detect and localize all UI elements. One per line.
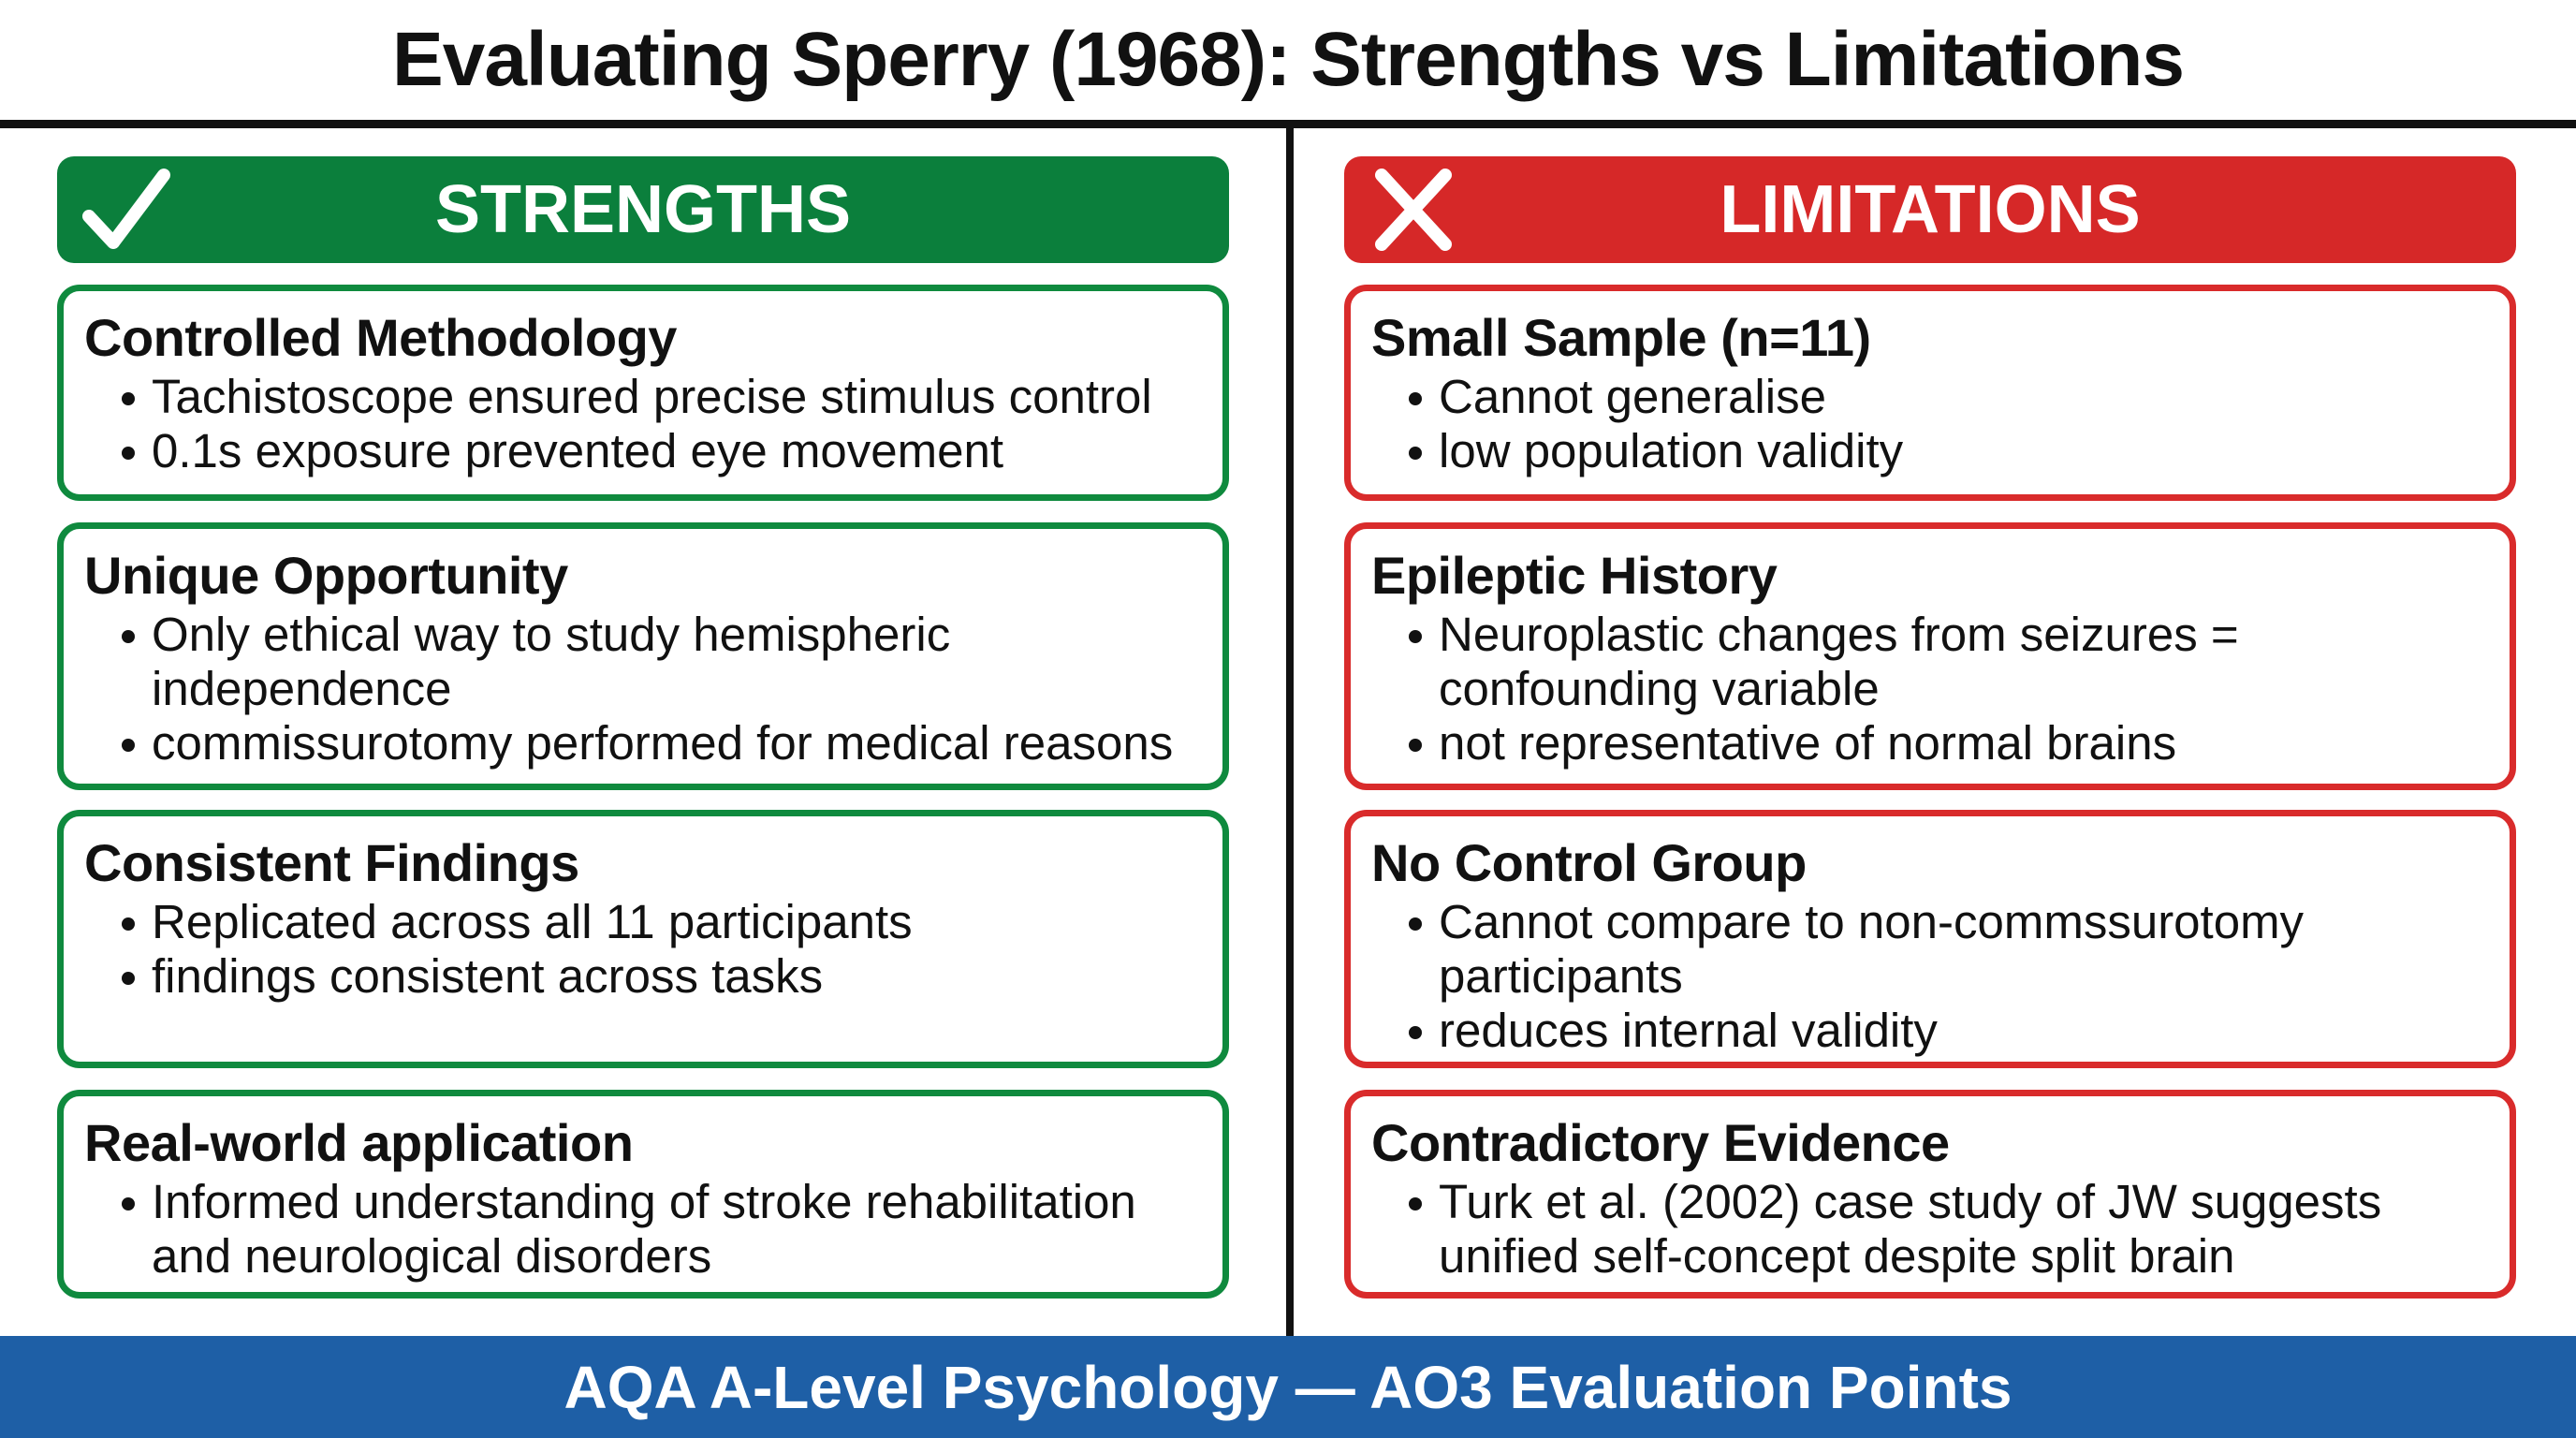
strengths-label: STRENGTHS — [434, 172, 852, 247]
limitations-column: LIMITATIONS Small Sample (n=11) Cannot ge… — [1344, 156, 2516, 1299]
checkmark-icon — [82, 169, 170, 249]
bullet-list: Cannot generalise low population validity — [1371, 370, 2489, 478]
limitations-card: No Control Group Cannot compare to non-co… — [1344, 810, 2516, 1068]
card-heading: Unique Opportunity — [84, 546, 568, 605]
bullet-list: Only ethical way to study hemispheric in… — [84, 608, 1202, 770]
card-heading: Small Sample (n=11) — [1371, 308, 1871, 367]
bullet-item: Cannot compare to non-commssurotomy part… — [1371, 895, 2489, 1004]
card-heading: Consistent Findings — [84, 833, 579, 892]
bullet-item: not representative of normal brains — [1371, 716, 2489, 770]
bullet-item: 0.1s exposure prevented eye movement — [84, 424, 1202, 478]
page-title: Evaluating Sperry (1968): Strengths vs L… — [392, 17, 2185, 102]
bullet-list: Informed understanding of stroke rehabil… — [84, 1175, 1202, 1284]
column-divider — [1286, 120, 1294, 1337]
bullet-item: Replicated across all 11 participants — [84, 895, 1202, 949]
bullet-item: Cannot generalise — [1371, 370, 2489, 424]
card-heading: Real-world application — [84, 1113, 634, 1172]
bullet-list: Tachistoscope ensured precise stimulus c… — [84, 370, 1202, 478]
limitations-card: Epileptic History Neuroplastic changes fr… — [1344, 522, 2516, 790]
card-heading: No Control Group — [1371, 833, 1807, 892]
strengths-card: Unique Opportunity Only ethical way to st… — [57, 522, 1229, 790]
card-heading: Controlled Methodology — [84, 308, 677, 367]
strengths-card: Controlled Methodology Tachistoscope ensu… — [57, 285, 1229, 501]
strengths-column: STRENGTHS Controlled Methodology Tachisto… — [57, 156, 1229, 1299]
bullet-item: Informed understanding of stroke rehabil… — [84, 1175, 1202, 1284]
bullet-item: Only ethical way to study hemispheric in… — [84, 608, 1202, 716]
card-heading: Contradictory Evidence — [1371, 1113, 1950, 1172]
limitations-header: LIMITATIONS — [1344, 156, 2516, 263]
strengths-card: Real-world application Informed understan… — [57, 1090, 1229, 1299]
bullet-item: Neuroplastic changes from seizures = con… — [1371, 608, 2489, 716]
x-icon — [1375, 169, 1452, 251]
bullet-list: Neuroplastic changes from seizures = con… — [1371, 608, 2489, 770]
bullet-item: Turk et al. (2002) case study of JW sugg… — [1371, 1175, 2489, 1284]
limitations-label: LIMITATIONS — [1720, 172, 2141, 247]
bullet-item: commissurotomy performed for medical rea… — [84, 716, 1202, 770]
bullet-list: Turk et al. (2002) case study of JW sugg… — [1371, 1175, 2489, 1284]
bullet-item: findings consistent across tasks — [84, 949, 1202, 1004]
bullet-item: reduces internal validity — [1371, 1004, 2489, 1058]
bullet-list: Cannot compare to non-commssurotomy part… — [1371, 895, 2489, 1058]
bullet-item: Tachistoscope ensured precise stimulus c… — [84, 370, 1202, 424]
bullet-item: low population validity — [1371, 424, 2489, 478]
strengths-header: STRENGTHS — [57, 156, 1229, 263]
card-heading: Epileptic History — [1371, 546, 1778, 605]
strengths-card: Consistent Findings Replicated across all… — [57, 810, 1229, 1068]
limitations-card: Small Sample (n=11) Cannot generalise low … — [1344, 285, 2516, 501]
bullet-list: Replicated across all 11 participants fin… — [84, 895, 1202, 1004]
footer-banner: AQA A-Level Psychology — AO3 Evaluation … — [0, 1336, 2576, 1438]
limitations-card: Contradictory Evidence Turk et al. (2002)… — [1344, 1090, 2516, 1299]
